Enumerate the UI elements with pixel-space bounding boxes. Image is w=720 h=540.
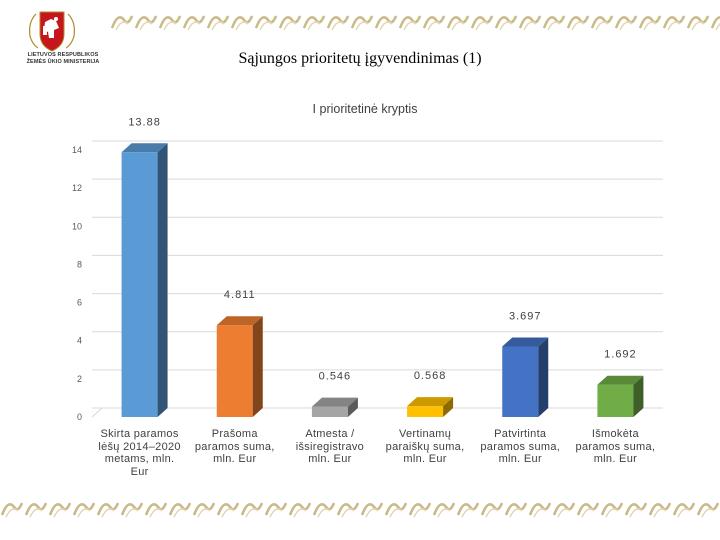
- decorative-border-top: [110, 8, 720, 34]
- slide-title: Sąjungos prioritetų įgyvendinimas (1): [238, 50, 482, 67]
- bar-front: [311, 406, 348, 417]
- x-tick-label-line: paramos suma,: [575, 440, 656, 453]
- x-tick-label-line: mln. Eur: [498, 453, 542, 465]
- x-tick-label-line: Patvirtinta: [494, 428, 547, 440]
- y-axis: 0 2 4 6 8 10 12 14: [72, 145, 82, 422]
- bar-front: [216, 325, 253, 417]
- bar-side: [252, 316, 263, 417]
- coat-of-arms-icon: [29, 11, 75, 52]
- bar-top: [121, 143, 168, 153]
- x-tick-label-line: Išmokėta: [591, 428, 639, 440]
- x-tick-label: Atmesta / išsiregistravo mln. Eur: [282, 428, 378, 466]
- x-tick-label: Skirta paramos lėšų 2014–2020 metams, mln.…: [92, 428, 188, 478]
- x-tick-label-line: Skirta paramos: [100, 428, 179, 440]
- bar-front: [121, 152, 158, 417]
- bar: [216, 316, 263, 417]
- y-tick-label: 12: [72, 183, 82, 193]
- x-tick-label-line: Atmesta /: [305, 428, 355, 440]
- y-tick-label: 4: [77, 336, 82, 346]
- bar-front: [502, 346, 539, 417]
- bar-side: [538, 337, 549, 417]
- data-label: 3.697: [509, 310, 542, 322]
- x-tick-label: Patvirtinta paramos suma, mln. Eur: [472, 428, 568, 466]
- bar-top: [311, 397, 358, 407]
- x-tick-label: Vertinamų paraiškų suma, mln. Eur: [377, 428, 473, 466]
- decorative-border-bottom: [0, 495, 720, 521]
- bar-front: [597, 384, 634, 417]
- bar: [597, 375, 644, 417]
- y-tick-label: 8: [77, 259, 82, 269]
- gridlines: [91, 140, 663, 418]
- y-tick-label: 6: [77, 298, 82, 308]
- x-tick-label-line: mln. Eur: [593, 453, 638, 465]
- x-tick-label-line: mln. Eur: [403, 453, 447, 465]
- bar: [502, 337, 549, 417]
- y-tick-label: 14: [72, 145, 82, 155]
- axis-floor: [91, 407, 663, 418]
- bar-top: [597, 375, 644, 385]
- bar-top: [502, 337, 549, 347]
- data-label: 13.88: [128, 116, 161, 128]
- data-label: 0.568: [414, 370, 447, 382]
- x-tick-label-line: paramos suma,: [194, 440, 275, 453]
- x-tick-label-line: mln. Eur: [308, 453, 352, 465]
- data-label: 1.692: [604, 349, 637, 361]
- data-label: 0.546: [319, 371, 352, 383]
- x-tick-label-line: lėšų 2014–2020: [98, 440, 181, 453]
- bar-side: [443, 397, 454, 417]
- bar: [121, 143, 168, 417]
- x-tick-label: Prašoma paramos suma, mln. Eur: [187, 428, 283, 466]
- logo-caption: LIETUVOS RESPUBLIKOS ŽEMĖS ŪKIO MINISTER…: [18, 52, 108, 65]
- bars: [121, 143, 644, 417]
- x-tick-label-line: Prašoma: [211, 428, 258, 440]
- x-tick-label-line: Eur: [130, 465, 149, 478]
- ministry-logo: [18, 8, 108, 72]
- bar-top: [407, 397, 454, 407]
- data-labels: 13.88 4.811 0.546 0.568 3.697 1.692: [128, 116, 637, 383]
- x-tick-label-line: mln. Eur: [213, 453, 257, 465]
- chart-title: I prioritetinė kryptis: [313, 102, 418, 116]
- bar-front: [407, 406, 444, 417]
- x-tick-label-line: Vertinamų: [398, 428, 452, 440]
- bar-top: [216, 316, 263, 326]
- logo-caption-line: ŽEMĖS ŪKIO MINISTERIJA: [26, 58, 100, 65]
- logo-caption-line: LIETUVOS RESPUBLIKOS: [27, 52, 99, 58]
- bar: [407, 397, 454, 417]
- y-tick-label: 10: [72, 221, 82, 231]
- bar-side: [157, 143, 168, 417]
- x-tick-label-line: metams, mln.: [104, 453, 175, 465]
- data-label: 4.811: [224, 289, 256, 301]
- x-tick-label-line: paraiškų suma,: [385, 440, 465, 453]
- bar: [311, 397, 358, 417]
- x-tick-label-line: išsiregistravo: [295, 440, 365, 453]
- y-tick-label: 0: [77, 412, 82, 422]
- y-tick-label: 2: [77, 374, 82, 384]
- bar-side: [347, 397, 358, 417]
- x-tick-label-line: paramos suma,: [480, 440, 561, 453]
- x-tick-label: Išmokėta paramos suma, mln. Eur: [567, 428, 663, 466]
- bar-side: [633, 375, 644, 417]
